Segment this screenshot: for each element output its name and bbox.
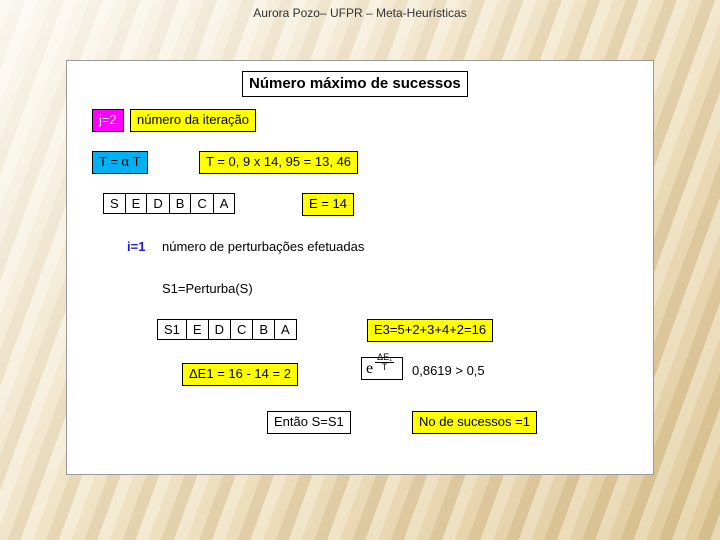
s1-cell: B [252, 319, 274, 340]
s-cell: E [125, 193, 147, 214]
exp-result: 0,8619 > 0,5 [412, 363, 485, 378]
j-value-box: j=2 [92, 109, 124, 132]
s-sequence: S E D B C A [103, 193, 235, 214]
e3-value-box: E3=5+2+3+4+2=16 [367, 319, 493, 342]
s-cell: A [213, 193, 236, 214]
s1-cell: C [230, 319, 252, 340]
s-cell: D [146, 193, 168, 214]
entao-box: Então S=S1 [267, 411, 351, 434]
exp-den: T [380, 363, 390, 372]
s1-perturba: S1=Perturba(S) [162, 281, 253, 296]
i-label: i=1 [127, 239, 145, 254]
i-desc: número de perturbações efetuadas [162, 239, 364, 254]
s1-cell: E [186, 319, 208, 340]
s1-cell: D [208, 319, 230, 340]
exp-exponent: ΔE₁ T [375, 353, 394, 372]
delta-e-box: ΔE1 = 16 - 14 = 2 [182, 363, 298, 386]
s-cell: S [103, 193, 125, 214]
title-box: Número máximo de sucessos [242, 71, 468, 97]
iteration-label-box: número da iteração [130, 109, 256, 132]
exp-formula-box: e ΔE₁ T [361, 357, 403, 380]
s1-cell: S1 [157, 319, 186, 340]
t-formula-box: T = α T [92, 151, 148, 174]
slide-content-area: Número máximo de sucessos j=2 número da … [66, 60, 654, 475]
s-cell: B [169, 193, 191, 214]
s-cell: C [190, 193, 212, 214]
e-value-box: E = 14 [302, 193, 354, 216]
sucessos-box: No de sucessos =1 [412, 411, 537, 434]
s1-sequence: S1 E D C B A [157, 319, 297, 340]
s1-cell: A [274, 319, 297, 340]
slide-header: Aurora Pozo– UFPR – Meta-Heurísticas [0, 0, 720, 26]
t-calc-box: T = 0, 9 x 14, 95 = 13, 46 [199, 151, 358, 174]
exp-base: e [366, 360, 373, 378]
